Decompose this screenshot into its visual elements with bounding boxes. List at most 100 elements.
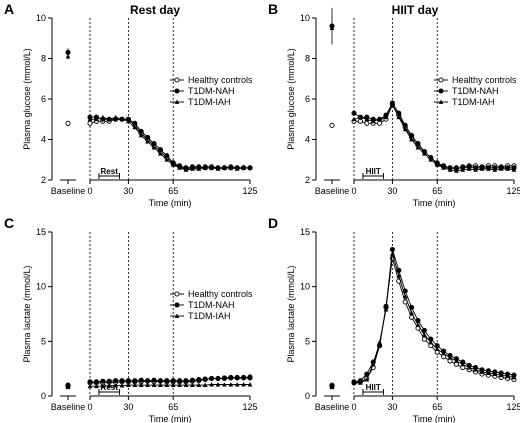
- y-tick-label: 15: [36, 227, 46, 237]
- data-point: [125, 378, 131, 384]
- y-tick-label: 15: [300, 227, 310, 237]
- data-point: [511, 167, 517, 172]
- panel-title: Rest day: [130, 3, 180, 17]
- data-point: [351, 110, 357, 116]
- x-tick-label: 0: [87, 186, 92, 196]
- series-line: [89, 118, 250, 170]
- baseline-point: [329, 25, 335, 31]
- data-point: [189, 377, 195, 383]
- data-point: [177, 378, 183, 384]
- data-point: [402, 126, 408, 132]
- data-point: [454, 358, 459, 363]
- x-axis-label: Time (min): [413, 198, 456, 208]
- panel-letter: B: [268, 1, 278, 17]
- data-point: [138, 377, 144, 383]
- data-point: [145, 134, 151, 141]
- activity-label: HIIT: [366, 167, 381, 176]
- data-point: [479, 369, 485, 374]
- data-point: [87, 120, 93, 126]
- baseline-point: [65, 120, 71, 126]
- y-tick-label: 5: [305, 336, 310, 346]
- data-point: [119, 378, 125, 384]
- data-point: [234, 166, 240, 171]
- y-tick-label: 10: [36, 13, 46, 23]
- data-point: [196, 382, 202, 387]
- data-point: [222, 165, 227, 170]
- baseline-point: [65, 384, 71, 390]
- data-point: [209, 165, 214, 170]
- data-point: [441, 350, 446, 356]
- data-point: [466, 166, 472, 171]
- data-point: [486, 370, 491, 375]
- y-tick-label: 5: [41, 336, 46, 346]
- y-axis-label: Plasma lactate (mmol/L): [286, 265, 296, 362]
- data-point: [100, 378, 106, 384]
- data-point: [190, 382, 195, 387]
- data-point: [202, 165, 208, 170]
- legend-label: T1DM-NAH: [452, 86, 499, 96]
- data-point: [486, 166, 491, 171]
- data-point: [126, 382, 131, 387]
- baseline-tick-label: Baseline: [51, 402, 86, 412]
- data-point: [358, 380, 363, 385]
- data-point: [422, 332, 427, 337]
- data-point: [183, 167, 189, 172]
- data-point: [498, 166, 504, 171]
- legend-marker: [174, 313, 180, 318]
- data-point: [177, 165, 182, 170]
- data-point: [390, 251, 395, 256]
- baseline-point: [329, 384, 335, 390]
- baseline-tick-label: Baseline: [315, 402, 350, 412]
- y-tick-label: 10: [300, 282, 310, 292]
- x-tick-label: 30: [123, 402, 133, 412]
- data-point: [241, 382, 246, 387]
- legend-marker: [438, 77, 444, 83]
- data-point: [247, 165, 253, 170]
- data-point: [473, 167, 478, 172]
- data-point: [138, 133, 144, 138]
- baseline-point: [65, 54, 71, 59]
- data-point: [170, 382, 176, 387]
- data-point: [164, 157, 170, 162]
- data-point: [505, 373, 510, 379]
- data-point: [377, 340, 382, 345]
- data-point: [151, 140, 157, 147]
- data-point: [164, 153, 170, 159]
- data-point: [145, 378, 151, 384]
- legend-marker: [438, 88, 444, 94]
- data-point: [164, 382, 170, 387]
- data-point: [170, 162, 176, 167]
- series-line: [90, 116, 250, 171]
- series-line: [354, 253, 515, 384]
- legend-label: T1DM-IAH: [188, 97, 231, 107]
- data-point: [383, 307, 389, 312]
- data-point: [511, 375, 517, 380]
- data-point: [228, 165, 234, 170]
- data-point: [190, 166, 195, 171]
- data-point: [396, 114, 402, 120]
- data-point: [351, 380, 357, 385]
- data-point: [209, 375, 215, 382]
- data-point: [106, 383, 112, 388]
- data-point: [234, 375, 240, 381]
- data-point: [100, 114, 106, 120]
- data-point: [215, 382, 221, 387]
- data-point: [454, 168, 459, 173]
- activity-label: HIIT: [366, 383, 381, 392]
- activity-label: Rest: [101, 167, 119, 176]
- y-tick-label: 0: [41, 391, 46, 401]
- x-tick-label: 30: [387, 402, 397, 412]
- x-axis-label: Time (min): [413, 414, 456, 423]
- data-point: [126, 118, 131, 124]
- data-point: [94, 383, 99, 389]
- data-point: [377, 120, 383, 126]
- data-point: [170, 378, 176, 384]
- series-line: [353, 258, 515, 384]
- x-axis-label: Time (min): [149, 414, 192, 423]
- panel-a: A Rest day 2 4 6 8 10 Plasma glucose (mmol/L) Ba…: [4, 1, 258, 208]
- data-point: [415, 322, 421, 327]
- y-tick-label: 6: [305, 94, 310, 104]
